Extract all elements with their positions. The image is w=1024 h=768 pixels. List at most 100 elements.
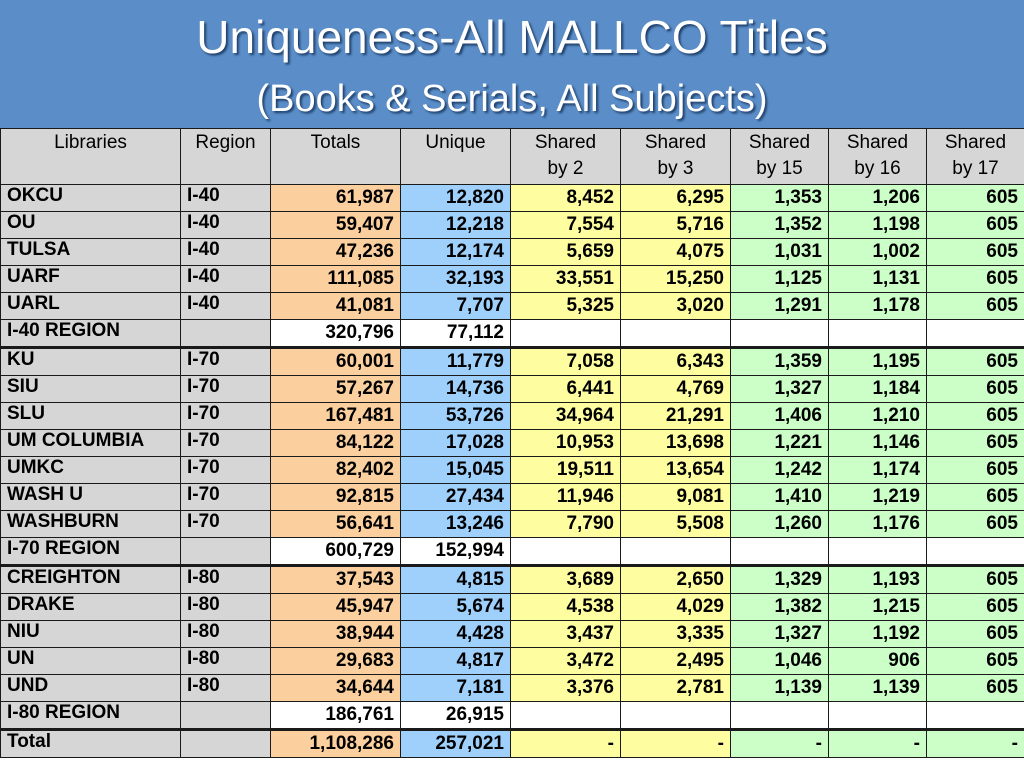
- column-header-line: Totals: [310, 132, 361, 153]
- column-header-line: by 2: [547, 158, 584, 179]
- slide-title-block: Uniqueness-All MALLCO Titles (Books & Se…: [0, 0, 1024, 128]
- cell-region: I-40: [180, 184, 271, 212]
- cell-unique: 11,779: [400, 346, 511, 376]
- cell-totals: 59,407: [270, 211, 401, 239]
- cell-shared-by-17: 605: [926, 346, 1024, 376]
- cell-unique: 12,820: [400, 184, 511, 212]
- cell-shared-by-16: 1,146: [828, 429, 927, 457]
- cell-region: [180, 537, 271, 566]
- cell-totals: 60,001: [270, 346, 401, 376]
- column-header-line: Shared: [748, 132, 811, 153]
- cell-shared-by-15: [730, 537, 829, 566]
- column-header-shared-by-16: Shared by 16: [828, 128, 927, 185]
- cell-shared-by-15: 1,242: [730, 456, 829, 484]
- cell-libraries: UARL: [0, 292, 181, 320]
- cell-shared-by-3: 4,769: [620, 375, 731, 403]
- cell-region: [180, 728, 271, 758]
- cell-region: I-70: [180, 456, 271, 484]
- column-header-shared-by-17: Shared by 17: [926, 128, 1024, 185]
- cell-shared-by-3: 4,075: [620, 238, 731, 266]
- cell-shared-by-16: 1,176: [828, 510, 927, 538]
- cell-shared-by-2: 11,946: [510, 483, 621, 511]
- cell-region: I-40: [180, 238, 271, 266]
- cell-libraries: UN: [0, 647, 181, 675]
- cell-region: I-40: [180, 292, 271, 320]
- cell-shared-by-3: [620, 537, 731, 566]
- cell-region: I-70: [180, 375, 271, 403]
- cell-shared-by-16: 1,195: [828, 346, 927, 376]
- cell-totals: 186,761: [270, 701, 401, 730]
- cell-shared-by-2: 7,554: [510, 211, 621, 239]
- cell-shared-by-3: 13,698: [620, 429, 731, 457]
- cell-shared-by-15: 1,139: [730, 674, 829, 702]
- table-row: UARF I-40 111,085 32,193 33,551 15,250 1,125 1,…: [0, 265, 1024, 293]
- cell-region: I-80: [180, 647, 271, 675]
- cell-shared-by-17: 605: [926, 211, 1024, 239]
- cell-unique: 257,021: [400, 728, 511, 758]
- cell-region: I-70: [180, 429, 271, 457]
- cell-libraries: KU: [0, 346, 181, 376]
- cell-shared-by-16: 1,198: [828, 211, 927, 239]
- cell-shared-by-3: 2,495: [620, 647, 731, 675]
- cell-unique: 27,434: [400, 483, 511, 511]
- cell-unique: 7,181: [400, 674, 511, 702]
- cell-totals: 45,947: [270, 593, 401, 621]
- cell-shared-by-15: 1,221: [730, 429, 829, 457]
- cell-shared-by-3: 2,650: [620, 564, 731, 594]
- cell-shared-by-2: 5,659: [510, 238, 621, 266]
- cell-totals: 47,236: [270, 238, 401, 266]
- cell-shared-by-17: 605: [926, 564, 1024, 594]
- table-row: UN I-80 29,683 4,817 3,472 2,495 1,046 906 605: [0, 647, 1024, 675]
- cell-shared-by-2: [510, 319, 621, 348]
- cell-libraries: UND: [0, 674, 181, 702]
- column-header-shared-by-3: Shared by 3: [620, 128, 731, 185]
- cell-unique: 12,218: [400, 211, 511, 239]
- cell-libraries: CREIGHTON: [0, 564, 181, 594]
- cell-totals: 41,081: [270, 292, 401, 320]
- cell-shared-by-16: 1,174: [828, 456, 927, 484]
- cell-libraries: TULSA: [0, 238, 181, 266]
- cell-shared-by-2: 3,376: [510, 674, 621, 702]
- cell-totals: 111,085: [270, 265, 401, 293]
- cell-shared-by-17: -: [926, 728, 1024, 758]
- column-header-line: Shared: [846, 132, 909, 153]
- cell-shared-by-15: 1,125: [730, 265, 829, 293]
- cell-shared-by-17: 605: [926, 265, 1024, 293]
- column-header-libraries: Libraries: [0, 128, 181, 185]
- cell-shared-by-16: [828, 537, 927, 566]
- cell-shared-by-15: 1,046: [730, 647, 829, 675]
- table-row: KU I-70 60,001 11,779 7,058 6,343 1,359 1,195 60…: [0, 346, 1024, 376]
- cell-region: I-80: [180, 674, 271, 702]
- cell-totals: 82,402: [270, 456, 401, 484]
- cell-shared-by-15: 1,031: [730, 238, 829, 266]
- column-header-totals: Totals: [270, 128, 401, 185]
- table-row: TULSA I-40 47,236 12,174 5,659 4,075 1,031 1,00…: [0, 238, 1024, 266]
- cell-shared-by-2: 34,964: [510, 402, 621, 430]
- cell-unique: 13,246: [400, 510, 511, 538]
- cell-shared-by-2: 8,452: [510, 184, 621, 212]
- cell-unique: 4,428: [400, 620, 511, 648]
- cell-libraries: I-80 REGION: [0, 701, 181, 730]
- column-header-region: Region: [180, 128, 271, 185]
- cell-unique: 77,112: [400, 319, 511, 348]
- table-row: SIU I-70 57,267 14,736 6,441 4,769 1,327 1,184 6…: [0, 375, 1024, 403]
- cell-shared-by-17: 605: [926, 483, 1024, 511]
- cell-shared-by-16: 1,193: [828, 564, 927, 594]
- cell-shared-by-17: 605: [926, 238, 1024, 266]
- cell-shared-by-15: -: [730, 728, 829, 758]
- table-row: NIU I-80 38,944 4,428 3,437 3,335 1,327 1,192 60…: [0, 620, 1024, 648]
- cell-shared-by-16: 1,192: [828, 620, 927, 648]
- table-row: UARL I-40 41,081 7,707 5,325 3,020 1,291 1,178 6…: [0, 292, 1024, 320]
- cell-unique: 5,674: [400, 593, 511, 621]
- column-header-line: Shared: [944, 132, 1007, 153]
- cell-shared-by-3: 21,291: [620, 402, 731, 430]
- cell-shared-by-15: 1,359: [730, 346, 829, 376]
- cell-shared-by-15: 1,382: [730, 593, 829, 621]
- cell-shared-by-16: [828, 319, 927, 348]
- cell-shared-by-15: [730, 701, 829, 730]
- grand-total-row: Total 1,108,286 257,021- - - - -: [0, 728, 1024, 758]
- cell-libraries: WASH U: [0, 483, 181, 511]
- cell-unique: 53,726: [400, 402, 511, 430]
- cell-shared-by-3: 6,343: [620, 346, 731, 376]
- cell-libraries: NIU: [0, 620, 181, 648]
